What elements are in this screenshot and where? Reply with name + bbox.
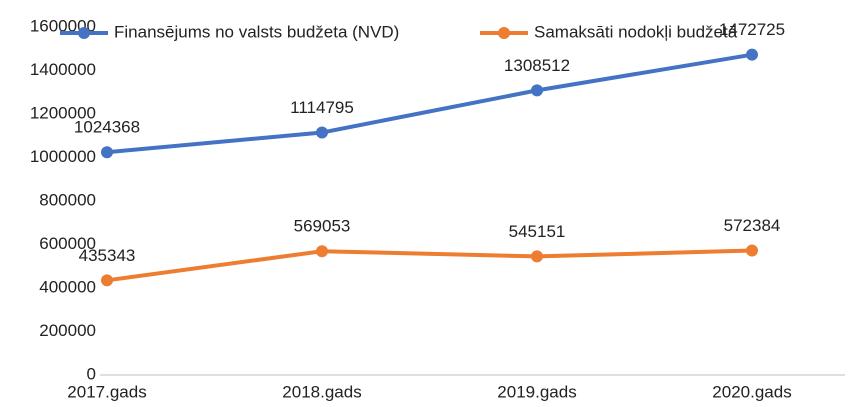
data-label: 435343	[79, 246, 136, 265]
series-line	[106, 248, 753, 283]
data-label: 569053	[294, 217, 351, 236]
point	[531, 84, 543, 97]
x-tick-label: 2017.gads	[67, 382, 146, 401]
data-label: 1472725	[719, 20, 785, 39]
data-label: 1308512	[504, 56, 570, 75]
y-tick-label: 1200000	[30, 103, 96, 122]
data-label: 572384	[724, 216, 781, 235]
data-label: 1114795	[290, 98, 354, 117]
y-tick-label: 800000	[39, 190, 96, 209]
data-label: 545151	[509, 222, 566, 241]
x-tick-label: 2020.gads	[712, 382, 791, 401]
legend-label: Finansējums no valsts budžeta (NVD)	[114, 22, 399, 41]
y-tick-label: 1000000	[30, 147, 96, 166]
data-label: 1024368	[74, 118, 140, 137]
y-tick-label: 200000	[39, 321, 96, 340]
series-line	[106, 52, 753, 155]
legend-label: Samaksāti nodokļi budžetā	[534, 22, 738, 41]
legend-item: Samaksāti nodokļi budžetā	[480, 22, 738, 41]
legend-marker	[498, 27, 510, 39]
y-tick-label: 600000	[39, 234, 96, 253]
x-tick-label: 2019.gads	[497, 382, 576, 401]
y-tick-label: 0	[87, 364, 96, 383]
x-tick-label: 2018.gads	[282, 382, 361, 401]
legend-item: Finansējums no valsts budžeta (NVD)	[60, 22, 399, 41]
point	[101, 274, 113, 287]
point	[746, 244, 758, 257]
point	[531, 250, 543, 263]
legend-marker	[78, 27, 90, 39]
point	[746, 48, 758, 61]
y-tick-label: 1400000	[30, 60, 96, 79]
y-tick-label: 400000	[39, 277, 96, 296]
point	[316, 126, 328, 139]
point	[101, 146, 113, 159]
point	[316, 245, 328, 258]
